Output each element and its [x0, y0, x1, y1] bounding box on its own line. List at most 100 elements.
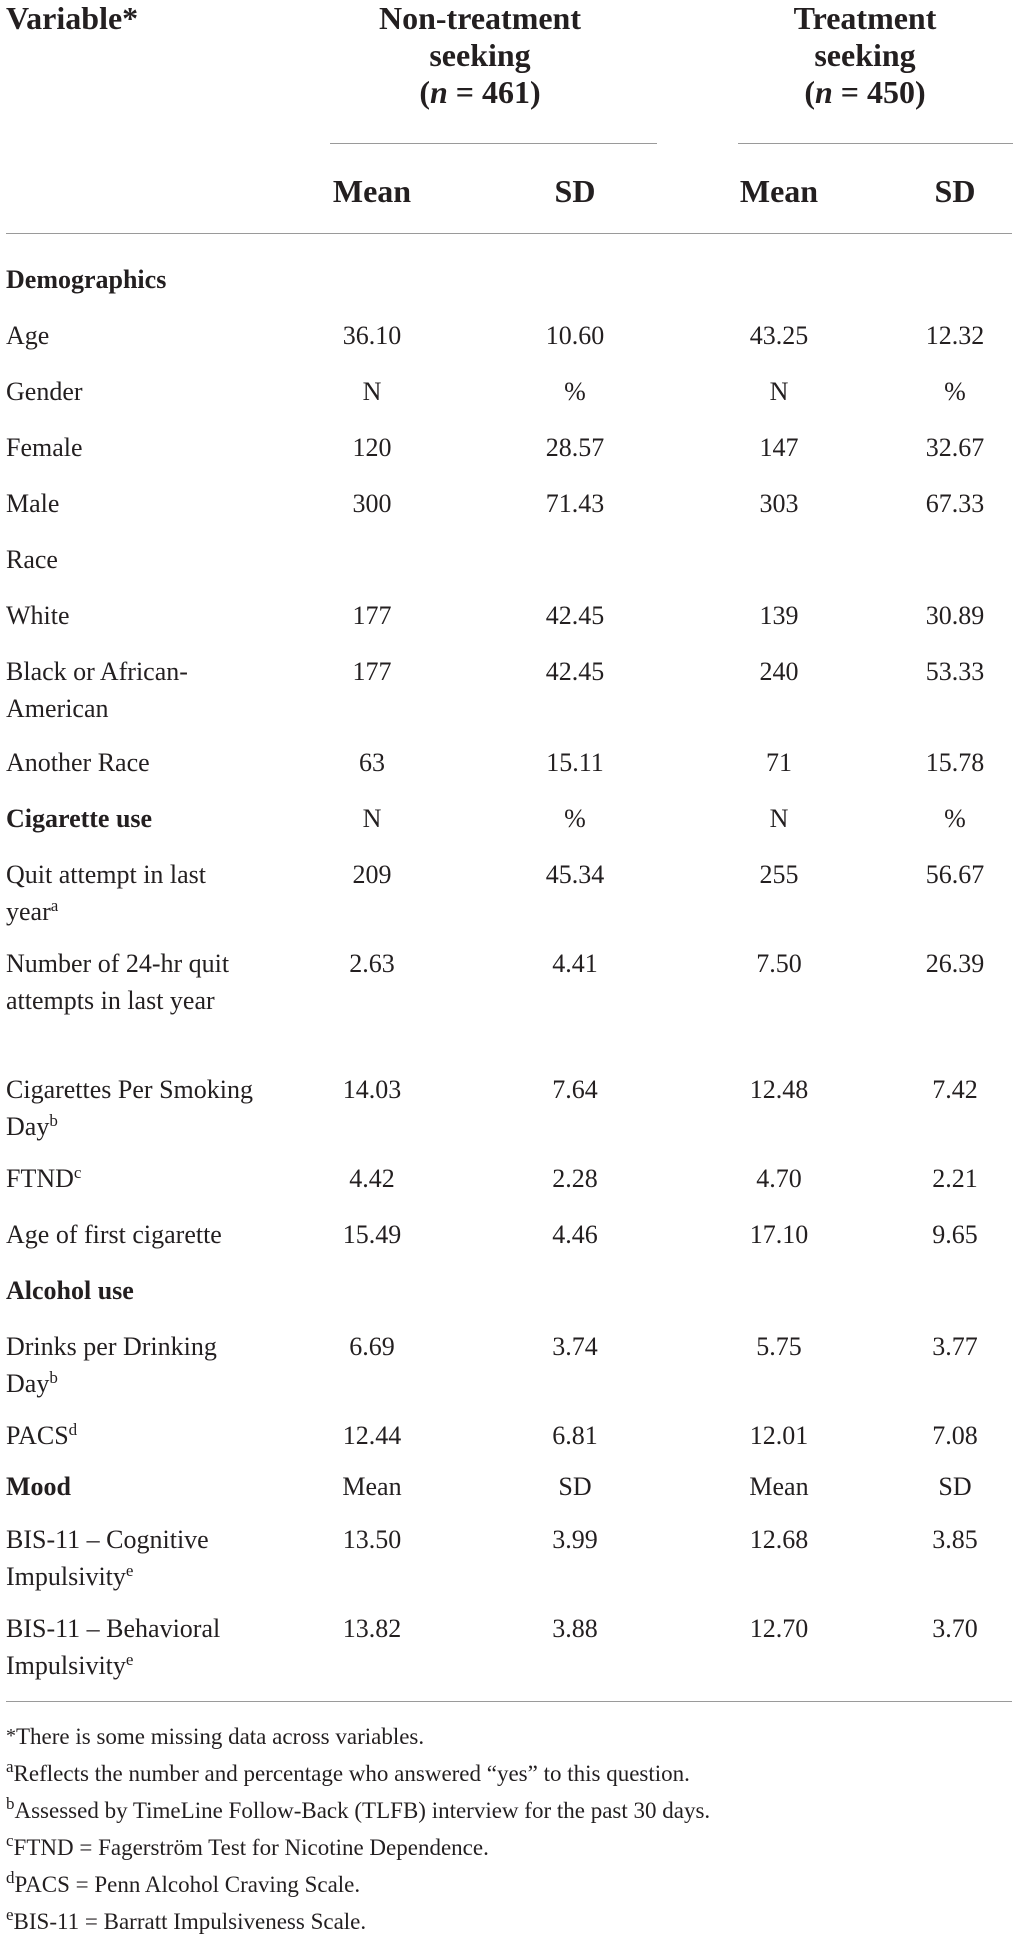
- table-cell: 2.28: [552, 1164, 598, 1193]
- table-cell: 32.67: [925, 433, 985, 462]
- table-cell: 7.42: [932, 1075, 978, 1104]
- row-label: Race: [6, 545, 58, 574]
- row-label: Another Race: [6, 748, 150, 777]
- footnote-text: Reflects the number and percentage who a…: [13, 1761, 690, 1786]
- table-cell: 12.70: [749, 1614, 809, 1643]
- table-cell: 28.57: [545, 433, 605, 462]
- table-cell: 7.64: [552, 1075, 598, 1104]
- table-cell: 7.50: [756, 949, 802, 978]
- table-cell: 300: [352, 489, 392, 518]
- table-cell: N: [362, 377, 382, 406]
- header-non-treatment-line2: seeking: [429, 37, 531, 73]
- footnotes: *There is some missing data across varia…: [6, 1718, 1006, 1940]
- row-label: White: [6, 601, 70, 630]
- table-cell: 53.33: [925, 657, 985, 686]
- header-non-treatment-line1: Non-treatment: [378, 0, 581, 36]
- table-cell: 71: [766, 748, 792, 777]
- footnote-mark: c: [6, 1831, 14, 1850]
- header-treatment-line1: Treatment: [793, 0, 937, 36]
- table-cell: 45.34: [545, 860, 605, 889]
- row-label: FTNDc: [6, 1163, 82, 1193]
- footnote: dPACS = Penn Alcohol Craving Scale.: [6, 1866, 1006, 1903]
- table-cell: 3.74: [552, 1332, 598, 1361]
- table-cell: 3.77: [932, 1332, 978, 1361]
- table-cell: 15.49: [342, 1220, 402, 1249]
- footnote-text: Assessed by TimeLine Follow-Back (TLFB) …: [14, 1798, 711, 1823]
- table-cell: 71.43: [545, 489, 605, 518]
- footnote-marker: e: [125, 1561, 134, 1580]
- table-cell: 42.45: [545, 657, 605, 686]
- row-label: Cigarettes Per Smoking Dayb: [6, 1075, 253, 1141]
- table-cell: %: [564, 377, 586, 406]
- header-variable: Variable*: [6, 0, 139, 36]
- table-cell: 43.25: [749, 321, 809, 350]
- table-cell: 9.65: [932, 1220, 978, 1249]
- table-cell: 17.10: [749, 1220, 809, 1249]
- table-cell: N: [362, 804, 382, 833]
- header-bottom-rule: [6, 233, 1012, 234]
- table-cell: 177: [352, 657, 392, 686]
- section-heading: Mood: [6, 1472, 71, 1501]
- row-label: Quit attempt in last yeara: [6, 860, 207, 926]
- table-cell: 4.46: [552, 1220, 598, 1249]
- header-non-treatment: Non-treatment seeking (n = 461): [300, 0, 660, 111]
- table-cell: 15.11: [546, 748, 604, 777]
- subheader-sd-2: SD: [934, 173, 976, 209]
- table-cell: 15.78: [925, 748, 985, 777]
- row-label: BIS-11 – Behavioral Impulsivitye: [6, 1614, 221, 1680]
- table-cell: N: [769, 804, 789, 833]
- table-cell: 2.63: [349, 949, 395, 978]
- row-label: Female: [6, 433, 83, 462]
- table-cell: 255: [759, 860, 799, 889]
- table-cell: %: [944, 804, 966, 833]
- table-cell: 30.89: [925, 601, 985, 630]
- table-cell: 56.67: [925, 860, 985, 889]
- header-treatment: Treatment seeking (n = 450): [715, 0, 1015, 111]
- table-cell: 42.45: [545, 601, 605, 630]
- footnote-marker: b: [49, 1111, 58, 1130]
- table-bottom-rule: [6, 1701, 1012, 1702]
- header-non-treatment-n: (n = 461): [419, 74, 541, 110]
- table-cell: 4.70: [756, 1164, 802, 1193]
- table-cell: Mean: [342, 1472, 402, 1501]
- table-cell: 12.44: [342, 1421, 402, 1450]
- table-cell: N: [769, 377, 789, 406]
- footnote-marker: c: [73, 1163, 82, 1182]
- table-cell: SD: [938, 1472, 972, 1501]
- table-cell: 12.01: [749, 1421, 809, 1450]
- footnote-marker: d: [68, 1420, 78, 1439]
- header-treatment-n: (n = 450): [804, 74, 926, 110]
- row-label: Age: [6, 321, 50, 350]
- section-heading: Alcohol use: [6, 1276, 134, 1305]
- table-cell: 13.82: [342, 1614, 402, 1643]
- row-label: Black or African-American: [6, 657, 188, 723]
- table-cell: %: [564, 804, 586, 833]
- footnote-mark: a: [6, 1757, 14, 1776]
- row-label: Male: [6, 489, 60, 518]
- table-cell: 147: [759, 433, 799, 462]
- footnote-marker: a: [50, 896, 59, 915]
- header-rule-treatment: [738, 143, 1013, 144]
- subheader-sd-1: SD: [554, 173, 596, 209]
- table-cell: 13.50: [342, 1525, 402, 1554]
- header-rule-non-treatment: [330, 143, 657, 144]
- table-cell: 12.32: [925, 321, 985, 350]
- table-cell: Mean: [749, 1472, 809, 1501]
- table-cell: 240: [759, 657, 799, 686]
- subheader-mean-2: Mean: [739, 173, 819, 209]
- table-cell: 3.88: [552, 1614, 598, 1643]
- row-label: PACSd: [6, 1420, 78, 1450]
- table-cell: 12.48: [749, 1075, 809, 1104]
- footnote-marker: e: [125, 1650, 134, 1669]
- table-cell: 4.42: [349, 1164, 395, 1193]
- footnote: *There is some missing data across varia…: [6, 1718, 1006, 1755]
- subheader-mean-1: Mean: [332, 173, 412, 209]
- table-cell: %: [944, 377, 966, 406]
- table-cell: 10.60: [545, 321, 605, 350]
- table-cell: 2.21: [932, 1164, 978, 1193]
- row-label: Drinks per Drinking Dayb: [6, 1332, 217, 1398]
- row-label: Age of first cigarette: [6, 1220, 222, 1249]
- footnote-mark: b: [6, 1794, 15, 1813]
- footnote-text: There is some missing data across variab…: [16, 1724, 425, 1749]
